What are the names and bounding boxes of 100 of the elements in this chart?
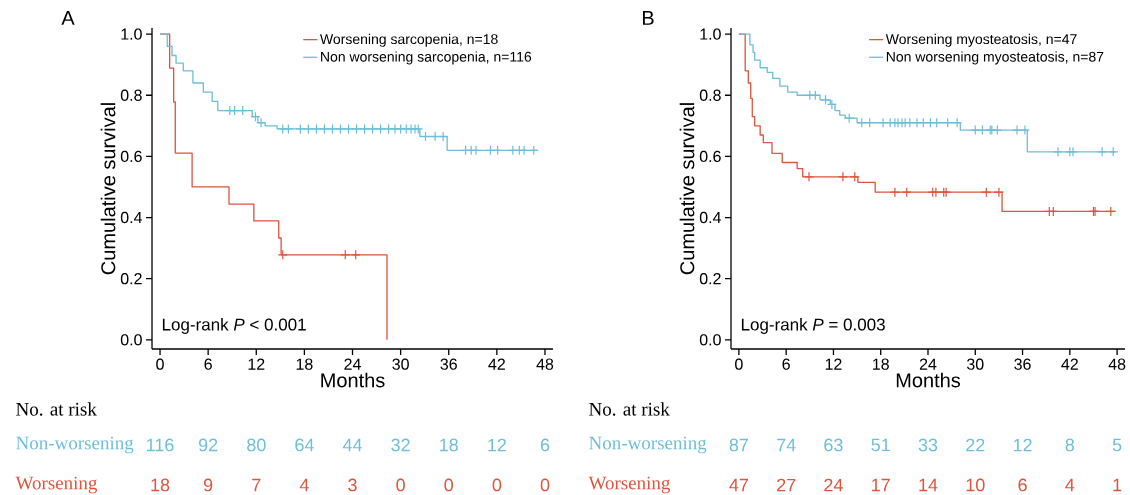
text: 8 — [1065, 438, 1075, 452]
point — [849, 171, 860, 182]
x-tick-label: 36 — [440, 358, 457, 370]
text: 17 — [872, 478, 890, 492]
y-tick-label: 0.0 — [120, 334, 142, 346]
text: 3 — [348, 478, 357, 492]
point — [327, 123, 338, 134]
point — [993, 187, 1005, 198]
point — [351, 123, 362, 134]
y-tick-label: 1.0 — [700, 28, 721, 40]
text: 32 — [391, 438, 410, 452]
annotation: Log-rank P = 0.003 — [741, 318, 885, 334]
x-tick-label: 18 — [873, 358, 889, 370]
point — [492, 145, 503, 156]
text: 116 — [147, 438, 174, 452]
point — [507, 145, 518, 156]
text: 5 — [1112, 438, 1122, 452]
legend-label: Worsening myosteatosis, n=47 — [885, 33, 1077, 47]
point — [970, 125, 981, 136]
y-tick-label: 0.6 — [120, 150, 142, 163]
text: 4 — [299, 478, 309, 492]
text: 51 — [871, 438, 890, 452]
text: 7 — [252, 478, 261, 492]
text: 12 — [488, 438, 507, 452]
point — [803, 171, 815, 182]
text: 22 — [966, 438, 985, 452]
text: 74 — [777, 438, 796, 452]
text: 64 — [295, 438, 314, 452]
text: Worsening — [588, 476, 671, 494]
text: Worsening — [15, 476, 98, 494]
y-tick-label: 0.8 — [120, 89, 142, 101]
point — [528, 145, 539, 156]
point — [837, 171, 848, 182]
text: 9 — [203, 478, 213, 492]
point — [918, 117, 929, 128]
y-tick-label: 0.0 — [699, 334, 721, 346]
y-tick-label: 1.0 — [121, 28, 142, 40]
point — [367, 123, 378, 134]
text: 87 — [729, 438, 749, 452]
text: 6 — [1018, 478, 1027, 492]
x-tick-label: 48 — [536, 358, 554, 370]
point — [1097, 146, 1108, 157]
point — [952, 117, 963, 128]
text: 0 — [444, 478, 454, 492]
point — [335, 123, 346, 134]
point — [977, 125, 988, 136]
text: 33 — [918, 438, 938, 452]
text: Non-worsening — [589, 436, 707, 454]
point — [877, 117, 889, 128]
x-axis-title: Months — [321, 372, 385, 388]
point — [319, 123, 330, 134]
x-tick-label: 6 — [204, 358, 212, 370]
y-tick-label: 0.4 — [699, 211, 721, 224]
point — [889, 187, 900, 198]
text: 4 — [1065, 478, 1075, 492]
text: A — [61, 11, 75, 25]
text: 80 — [247, 438, 266, 452]
point — [283, 123, 294, 134]
point — [844, 113, 855, 124]
text: Non-worsening — [16, 436, 134, 454]
point — [856, 117, 867, 128]
text: 6 — [540, 438, 550, 452]
x-axis-title: Months — [896, 372, 961, 388]
x-tick-label: 18 — [296, 358, 313, 370]
point — [992, 125, 1003, 136]
text: No. at risk — [589, 402, 670, 416]
text: 18 — [151, 478, 170, 492]
point — [375, 123, 386, 134]
point — [981, 187, 992, 198]
legend-label: Non worsening myosteatosis, n=87 — [886, 51, 1104, 65]
x-tick-label: 12 — [825, 358, 842, 370]
y-tick-label: 0.2 — [120, 273, 142, 285]
point — [350, 249, 361, 260]
y-tick-label: 0.6 — [699, 150, 721, 163]
text: 1 — [1113, 478, 1122, 492]
y-axis-title: Cumulative survival — [100, 103, 116, 275]
text: 27 — [777, 478, 796, 492]
point — [343, 123, 354, 134]
point — [942, 117, 953, 128]
text: 18 — [440, 438, 458, 452]
text: B — [642, 11, 654, 25]
legend-label: Worsening sarcopenia, n=18 — [320, 33, 498, 47]
text: 0 — [396, 478, 405, 492]
x-tick-label: 0 — [156, 358, 164, 370]
point — [1011, 125, 1023, 136]
text: 12 — [1013, 438, 1032, 452]
point — [311, 123, 322, 134]
point — [519, 145, 530, 156]
x-tick-label: 12 — [248, 358, 265, 370]
x-tick-label: 6 — [782, 358, 790, 370]
point — [340, 249, 351, 260]
text: No. at risk — [16, 402, 97, 416]
x-tick-label: 36 — [1014, 358, 1031, 370]
point — [383, 123, 394, 134]
x-tick-label: 24 — [919, 358, 937, 370]
x-tick-label: 30 — [392, 358, 409, 370]
point — [1105, 206, 1116, 217]
y-tick-label: 0.2 — [699, 273, 721, 285]
x-tick-label: 24 — [344, 358, 361, 370]
text: 63 — [824, 438, 843, 452]
